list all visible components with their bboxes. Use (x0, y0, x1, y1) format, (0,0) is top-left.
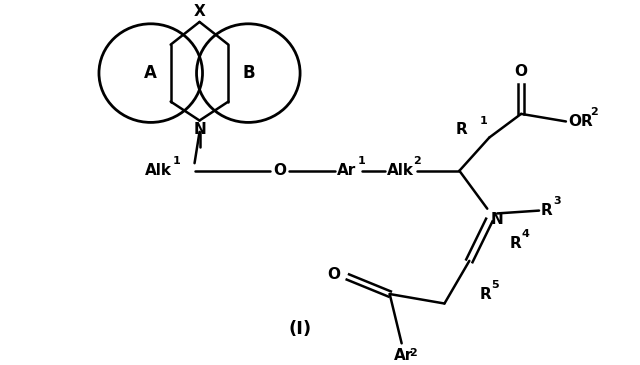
Text: B: B (242, 64, 255, 82)
Text: (I): (I) (289, 320, 312, 338)
Text: 1: 1 (479, 115, 487, 126)
Text: 2: 2 (590, 107, 598, 117)
Text: 2: 2 (413, 156, 421, 166)
Text: 3: 3 (553, 196, 561, 206)
Text: R: R (509, 236, 521, 251)
Text: Alk: Alk (145, 163, 172, 178)
Text: 1: 1 (358, 156, 365, 166)
Text: Ar: Ar (394, 348, 413, 363)
Text: 4: 4 (521, 229, 529, 239)
Text: 2: 2 (410, 348, 417, 358)
Text: O: O (327, 266, 340, 282)
Text: O: O (515, 64, 527, 79)
Text: R: R (541, 203, 553, 218)
Text: 5: 5 (492, 280, 499, 289)
Text: N: N (490, 212, 503, 227)
Text: O: O (274, 163, 287, 178)
Text: A: A (144, 64, 157, 82)
Text: 1: 1 (173, 156, 180, 166)
Text: R: R (479, 287, 491, 301)
Text: R: R (456, 123, 467, 138)
Text: OR: OR (568, 114, 593, 129)
Text: N: N (193, 122, 206, 137)
Text: Alk: Alk (387, 163, 413, 178)
Text: X: X (194, 4, 205, 19)
Text: Ar: Ar (337, 163, 356, 178)
